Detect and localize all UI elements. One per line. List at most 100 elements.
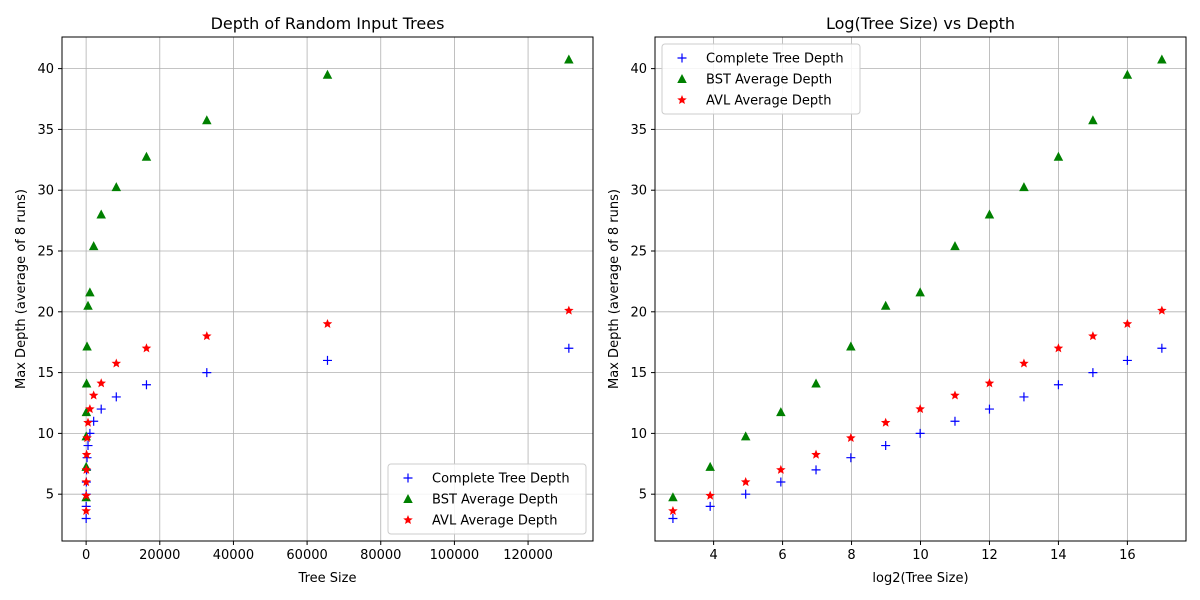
data-point-plus <box>984 404 994 414</box>
legend-label: BST Average Depth <box>432 493 558 508</box>
data-point-star <box>141 343 152 353</box>
grid <box>62 37 593 541</box>
data-point-triangle <box>111 182 122 192</box>
data-point-triangle <box>1122 69 1133 79</box>
series-triangle <box>668 54 1167 502</box>
data-point-triangle <box>81 407 92 417</box>
data-point-star <box>705 490 715 500</box>
plot-area-frame <box>61 36 594 542</box>
x-axis-label: log2(Tree Size) <box>872 571 968 586</box>
legend-box <box>661 43 861 115</box>
data-point-triangle <box>202 115 212 125</box>
y-tick-label: 30 <box>630 184 647 199</box>
data-point-star <box>984 378 995 388</box>
data-point-plus <box>1088 368 1098 378</box>
legend-marker-plus <box>403 473 413 483</box>
data-point-star <box>1157 305 1167 315</box>
y-tick-label: 30 <box>37 184 54 199</box>
legend-box <box>387 463 587 535</box>
data-point-plus <box>668 514 678 524</box>
x-tick-label: 10 <box>912 548 929 563</box>
x-tick-label: 40000 <box>213 548 254 563</box>
data-point-star <box>81 477 91 487</box>
legend-marker-triangle <box>403 494 413 503</box>
data-point-star <box>776 464 786 474</box>
data-point-triangle <box>1053 151 1064 161</box>
y-tick-label: 5 <box>639 488 647 503</box>
data-point-star <box>950 390 960 400</box>
data-point-triangle <box>950 241 960 251</box>
x-axis-label: Tree Size <box>298 571 357 586</box>
chart-title: Depth of Random Input Trees <box>211 14 445 33</box>
data-point-triangle <box>776 407 786 417</box>
data-point-triangle <box>668 492 678 502</box>
data-point-star <box>846 433 856 443</box>
data-point-triangle <box>1157 54 1167 64</box>
data-point-plus <box>881 441 891 451</box>
data-point-star <box>1053 343 1064 353</box>
x-tick-label: 0 <box>82 548 90 563</box>
data-point-star <box>96 378 106 388</box>
data-point-plus <box>322 355 332 365</box>
chart-panel-2: 4 6 8 10 12 14 16 5 10 15 20 25 30 35 40 Log(Tree Size)… <box>607 14 1187 586</box>
data-point-star <box>740 477 751 487</box>
x-tick-label: 120000 <box>503 548 553 563</box>
series-star <box>668 305 1167 516</box>
x-tick-label: 12 <box>981 548 998 563</box>
data-point-triangle <box>915 287 925 297</box>
data-point-triangle <box>811 378 821 388</box>
y-tick-label: 25 <box>630 245 647 260</box>
data-point-star <box>668 505 678 516</box>
y-tick-label: 25 <box>37 245 54 260</box>
data-point-star <box>322 318 333 328</box>
y-tick-label: 35 <box>37 123 54 138</box>
data-point-plus <box>846 453 856 463</box>
data-point-star <box>880 417 891 427</box>
data-point-star <box>81 505 91 516</box>
legend-label: BST Average Depth <box>706 73 832 88</box>
series-plus <box>668 343 1167 524</box>
data-point-plus <box>564 343 574 353</box>
data-point-plus <box>111 392 121 402</box>
data-point-plus <box>741 489 751 499</box>
data-point-plus <box>83 441 93 451</box>
data-point-triangle <box>322 69 333 79</box>
data-point-triangle <box>85 287 95 297</box>
y-tick-label: 40 <box>630 62 647 77</box>
data-point-star <box>85 404 95 414</box>
data-point-plus <box>915 428 925 438</box>
y-tick-label: 20 <box>37 305 54 320</box>
x-tick-label: 20000 <box>139 548 180 563</box>
y-tick-label: 10 <box>37 427 54 442</box>
data-point-star <box>111 358 122 368</box>
y-tick-label: 10 <box>630 427 647 442</box>
x-tick-label: 4 <box>709 548 717 563</box>
data-point-triangle <box>1088 115 1098 125</box>
legend-marker-plus <box>677 53 687 63</box>
data-point-triangle <box>880 300 891 310</box>
y-tick-label: 40 <box>37 62 54 77</box>
data-point-plus <box>705 501 715 511</box>
data-point-triangle <box>141 151 152 161</box>
data-point-star <box>88 390 99 400</box>
legend-label: Complete Tree Depth <box>706 52 844 67</box>
data-point-star <box>202 331 212 341</box>
y-tick-label: 35 <box>630 123 647 138</box>
x-tick-label: 80000 <box>360 548 401 563</box>
data-point-triangle <box>564 54 574 64</box>
data-point-plus <box>950 416 960 426</box>
data-point-triangle <box>1019 182 1029 192</box>
x-tick-label: 60000 <box>286 548 327 563</box>
y-tick-label: 15 <box>37 366 54 381</box>
data-point-triangle <box>96 209 106 219</box>
data-point-star <box>1122 318 1133 328</box>
data-point-triangle <box>740 431 751 441</box>
series-triangle <box>81 54 574 502</box>
legend-label: AVL Average Depth <box>432 514 557 529</box>
legend: Complete Tree Depth BST Average Depth AVL … <box>387 463 587 535</box>
data-point-star <box>81 449 92 459</box>
legend: Complete Tree Depth BST Average Depth AVL … <box>661 43 861 115</box>
data-point-plus <box>1157 343 1167 353</box>
data-point-triangle <box>88 241 99 251</box>
